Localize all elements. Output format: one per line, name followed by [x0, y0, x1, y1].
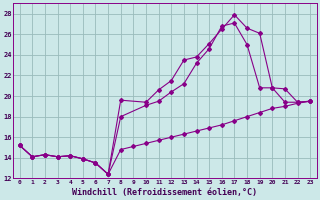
X-axis label: Windchill (Refroidissement éolien,°C): Windchill (Refroidissement éolien,°C) [72, 188, 258, 197]
